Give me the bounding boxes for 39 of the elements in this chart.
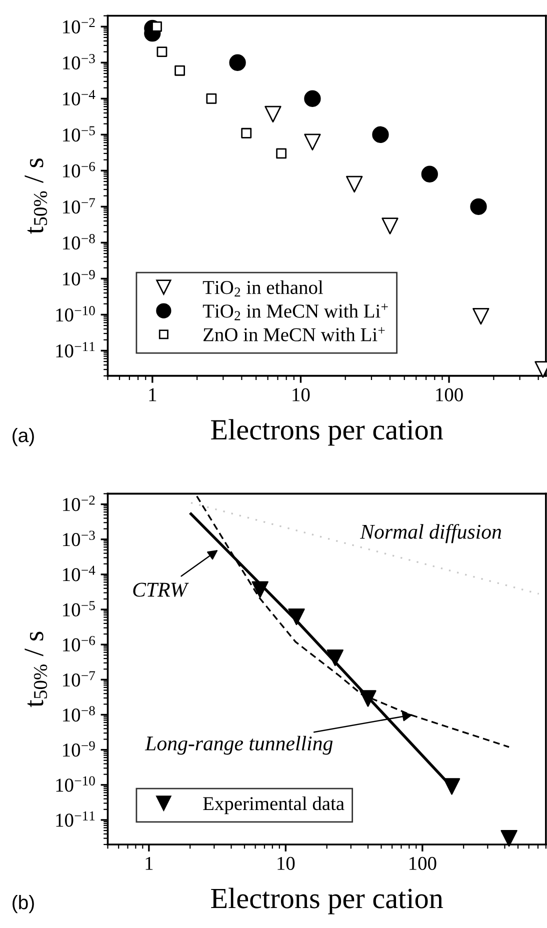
- y-tick-label: 10$^{−9}$: [63, 270, 95, 286]
- y-tick-label: 10$^{−4}$: [63, 90, 96, 106]
- y-tick-label: 10$^{−7}$: [63, 671, 96, 687]
- y-tick-label: 10$^{−10}$: [56, 776, 95, 792]
- x-axis-title: Electrons per cation: [211, 888, 444, 914]
- y-tick-label: 10$^{−8}$: [63, 234, 95, 250]
- y-tick-label: 10$^{−8}$: [63, 706, 95, 722]
- y-tick-label: 10$^{−6}$: [63, 636, 96, 652]
- x-tick-label: 1: [149, 388, 156, 402]
- x-tick-label: 10: [278, 856, 295, 870]
- text: (b): [12, 895, 34, 914]
- y-tick-label: 10$^{−11}$: [56, 342, 95, 358]
- y-axis-title: t$_{50%}$ / s: [24, 158, 48, 234]
- y-tick-label: 10$^{−2}$: [63, 18, 95, 34]
- annotation: Long-range tunnelling: [144, 736, 333, 755]
- y-axis-title: t$_{50%}$ / s: [24, 632, 48, 708]
- y-tick-label: 10$^{−9}$: [63, 741, 95, 757]
- y-tick-label: 10$^{−7}$: [63, 198, 96, 214]
- x-tick-label: 10: [292, 388, 310, 402]
- text: (a): [12, 428, 34, 446]
- x-tick-label: 1: [146, 856, 153, 870]
- legend-label: ZnO in MeCN with Li$^{+}$: [204, 327, 385, 342]
- legend-label: TiO$_{2}$ in MeCN with Li$^{+}$: [202, 304, 388, 320]
- y-tick-label: 10$^{−11}$: [56, 811, 95, 827]
- y-tick-label: 10$^{−5}$: [63, 601, 95, 616]
- y-tick-label: 10$^{−4}$: [63, 566, 96, 582]
- legend-label: Experimental data: [203, 796, 344, 814]
- y-tick-label: 10$^{−6}$: [63, 162, 96, 178]
- y-tick-label: 10$^{−3}$: [63, 530, 95, 546]
- y-tick-label: 10$^{−2}$: [63, 496, 95, 512]
- x-tick-label: 100: [436, 388, 463, 402]
- x-tick-label: 100: [410, 856, 436, 870]
- y-tick-label: 10$^{−5}$: [63, 126, 95, 142]
- legend-label: TiO$_{2}$ in ethanol: [202, 280, 323, 297]
- x-axis-title: Electrons per cation: [211, 419, 444, 446]
- annotation: CTRW: [133, 582, 189, 597]
- annotation: Normal diffusion: [360, 524, 502, 544]
- y-tick-label: 10$^{−10}$: [56, 306, 95, 322]
- y-tick-label: 10$^{−3}$: [63, 54, 95, 70]
